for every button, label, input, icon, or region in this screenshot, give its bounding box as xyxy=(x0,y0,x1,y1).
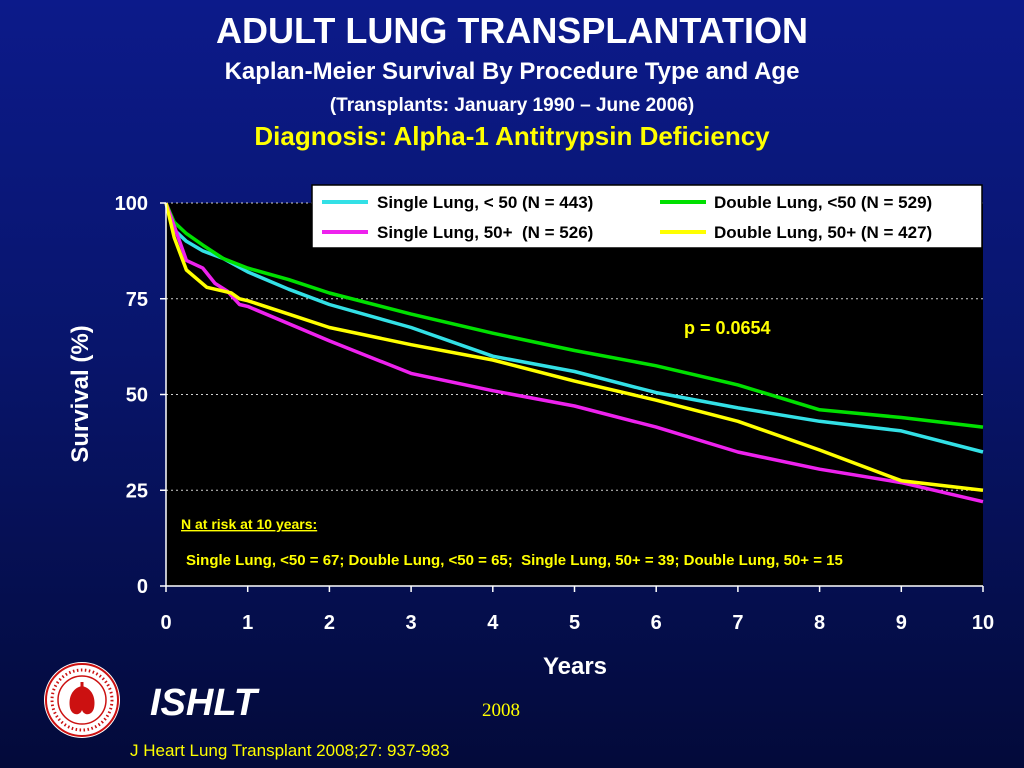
y-tick-label: 25 xyxy=(126,480,148,502)
x-tick-label: 2 xyxy=(324,612,335,634)
series-lines xyxy=(164,202,984,504)
legend: Single Lung, < 50 (N = 443) Double Lung,… xyxy=(311,184,983,249)
series-single-lung-lt50 xyxy=(164,202,984,454)
ishlt-brand: ISHLT xyxy=(150,682,257,724)
n-at-risk-title: N at risk at 10 years: xyxy=(181,516,317,532)
legend-label-single-50plus: Single Lung, 50+ (N = 526) xyxy=(377,223,593,242)
y-tick-label: 75 xyxy=(126,289,148,311)
period-text: (Transplants: January 1990 – June 2006) xyxy=(329,95,695,116)
y-tick-labels: 0 25 50 75 100 xyxy=(115,193,148,598)
legend-label-double-lt50: Double Lung, <50 (N = 529) xyxy=(714,193,932,212)
x-tick-label: 3 xyxy=(406,612,417,634)
page-subtitle: Kaplan-Meier Survival By Procedure Type … xyxy=(224,58,800,85)
x-axis-label: Years xyxy=(543,653,607,680)
legend-label-double-50plus: Double Lung, 50+ (N = 427) xyxy=(714,223,932,242)
x-tick-label: 7 xyxy=(732,612,743,634)
page-title: ADULT LUNG TRANSPLANTATION xyxy=(216,10,808,51)
x-tick-label: 8 xyxy=(814,612,825,634)
p-value: p = 0.0654 xyxy=(684,318,771,338)
x-tick-label: 1 xyxy=(242,612,253,634)
y-axis-label: Survival (%) xyxy=(67,325,94,462)
ishlt-seal-icon xyxy=(44,662,120,738)
y-tick-label: 0 xyxy=(137,576,148,598)
x-tick-label: 4 xyxy=(487,612,499,634)
legend-box xyxy=(311,184,983,249)
series-double-lung-50plus xyxy=(164,202,984,493)
x-tick-label: 6 xyxy=(651,612,662,634)
x-tick-label: 9 xyxy=(896,612,907,634)
legend-label-single-lt50: Single Lung, < 50 (N = 443) xyxy=(377,193,593,212)
axes xyxy=(160,202,984,592)
x-tick-label: 10 xyxy=(972,612,994,634)
series-double-lung-lt50 xyxy=(164,202,984,429)
year-label: 2008 xyxy=(482,700,520,721)
x-tick-labels: 0 1 2 3 4 5 6 7 8 9 10 xyxy=(160,612,994,634)
y-tick-label: 100 xyxy=(115,193,148,215)
x-tick-label: 5 xyxy=(569,612,580,634)
diagnosis-text: Diagnosis: Alpha-1 Antitrypsin Deficienc… xyxy=(254,121,770,151)
ishlt-logo xyxy=(42,660,122,745)
series-single-lung-50plus xyxy=(164,202,984,504)
n-at-risk-text: Single Lung, <50 = 67; Double Lung, <50 … xyxy=(186,552,843,569)
y-tick-label: 50 xyxy=(126,385,148,407)
citation: J Heart Lung Transplant 2008;27: 937-983 xyxy=(130,741,450,760)
x-tick-label: 0 xyxy=(160,612,171,634)
